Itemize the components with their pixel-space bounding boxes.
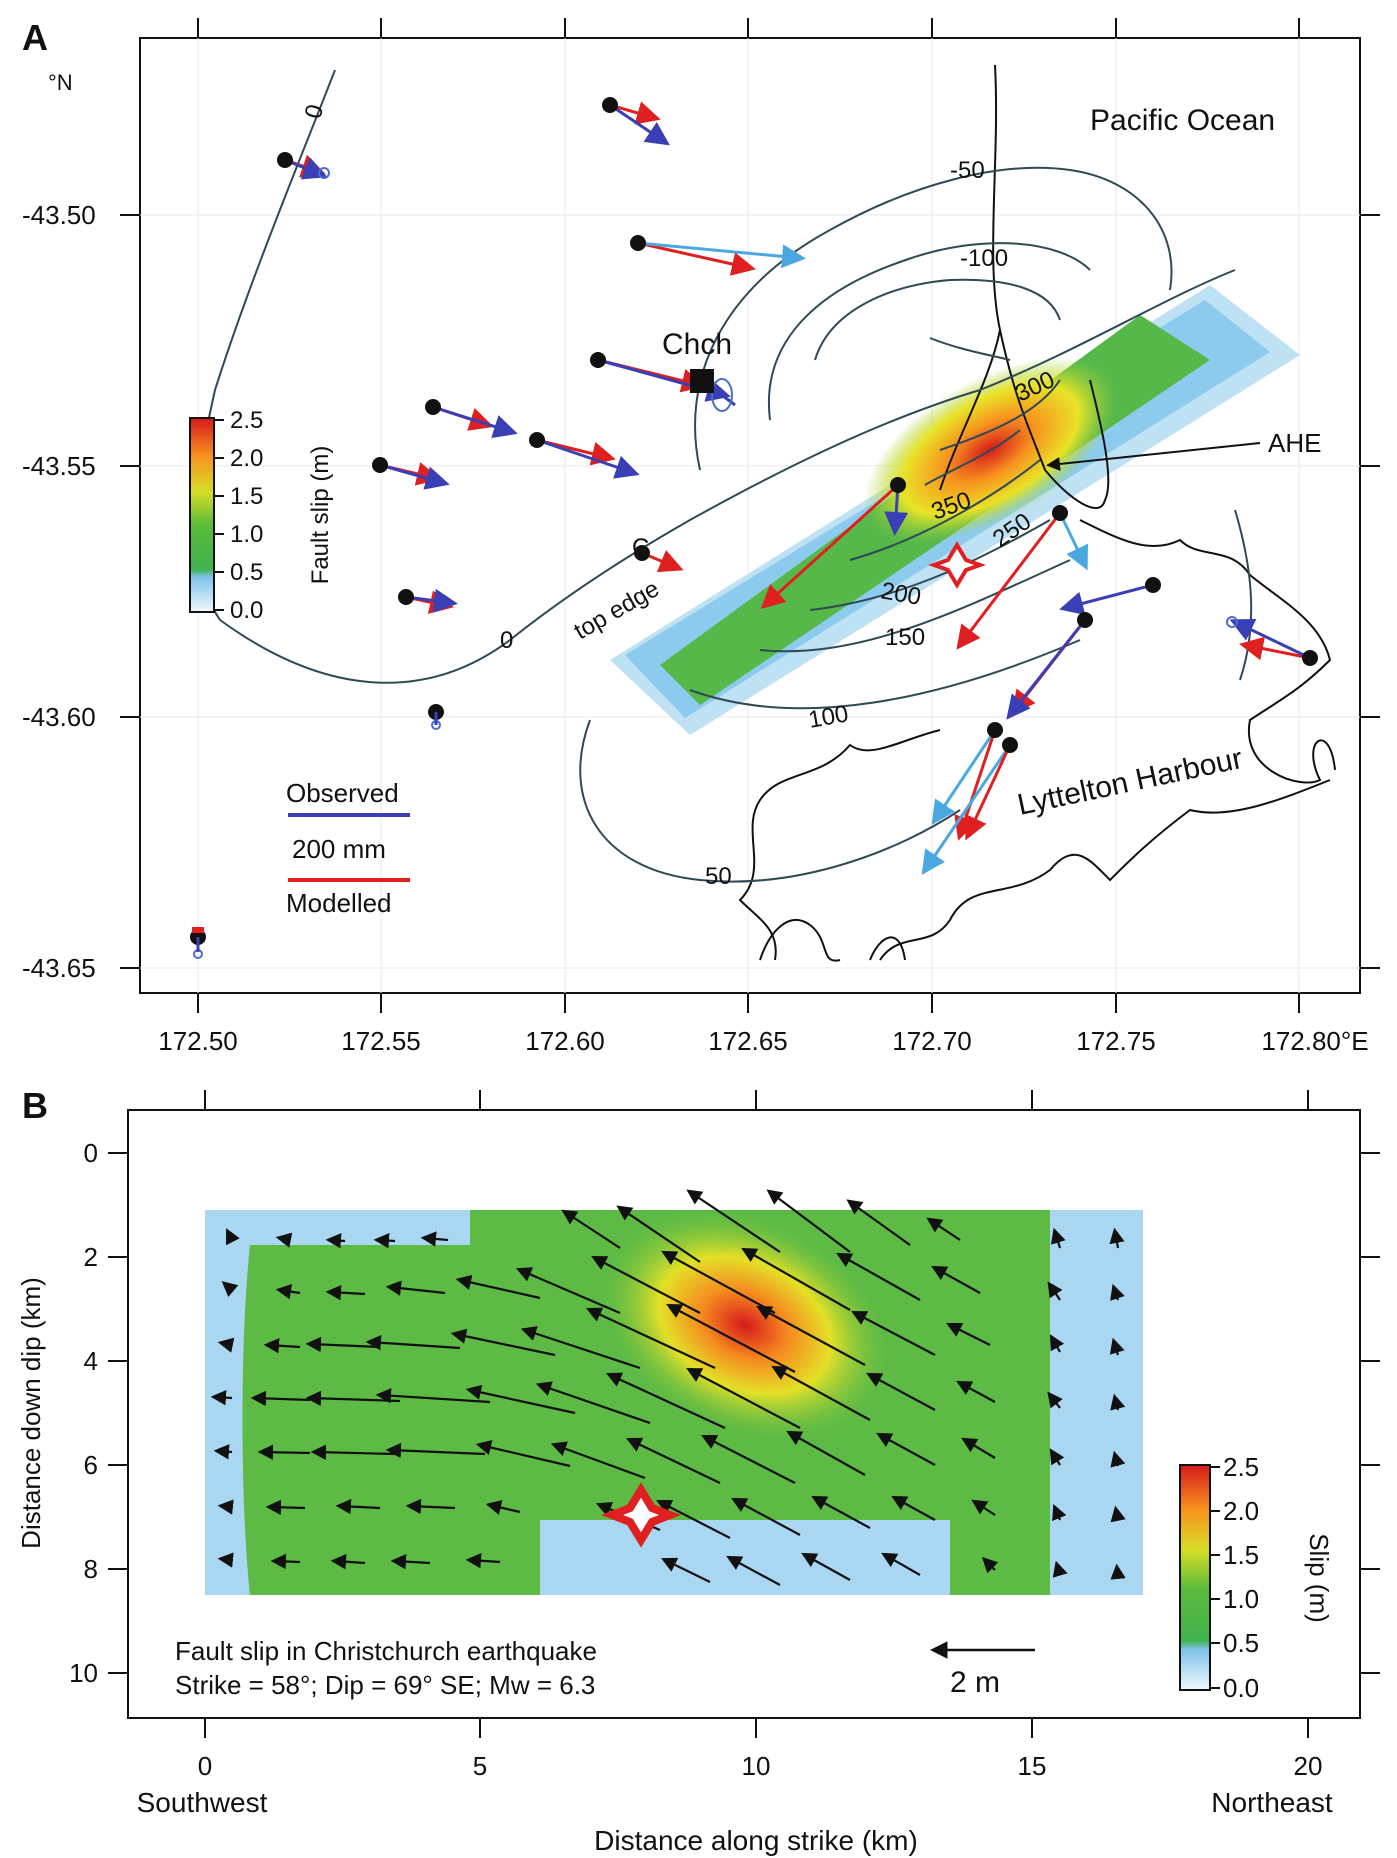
colorbar-tick: 0.0: [1223, 1673, 1259, 1703]
x-tick: 20: [1294, 1751, 1323, 1781]
x-tick: 0: [198, 1751, 212, 1781]
contour-label: -100: [960, 245, 1008, 272]
lat-unit-label: °N: [48, 70, 73, 95]
legend-scale: 200 mm: [292, 834, 386, 864]
y-tick: 10: [69, 1658, 98, 1688]
x-tick: 172.75: [1076, 1026, 1156, 1056]
panel-b-y-ticks: 0 2 4 6 8 10: [69, 1138, 98, 1688]
colorbar-title: Fault slip (m): [307, 446, 334, 585]
y-tick: 2: [84, 1242, 98, 1272]
scale-arrow-label: 2 m: [950, 1666, 1000, 1699]
southwest-label: Southwest: [137, 1787, 268, 1818]
y-tick: -43.60: [22, 702, 96, 732]
vector-legend: Observed 200 mm Modelled: [286, 778, 410, 918]
slip-ticks: [108, 1090, 1380, 1738]
colorbar-tick: 1.0: [1223, 1584, 1259, 1614]
contour-label: 0: [500, 627, 513, 654]
ahe-label: AHE: [1268, 428, 1321, 458]
colorbar-tick: 1.5: [1223, 1540, 1259, 1570]
panel-a: A °N: [22, 17, 1380, 1056]
coastline: [738, 64, 1336, 962]
x-tick: 172.80°E: [1261, 1026, 1368, 1056]
x-tick: 10: [742, 1751, 771, 1781]
x-tick: 15: [1018, 1751, 1047, 1781]
panel-b: B: [16, 1085, 1380, 1856]
colorbar-title: Slip (m): [1304, 1533, 1334, 1623]
station-c-label: C: [632, 534, 649, 561]
contour-label: 150: [885, 624, 925, 651]
gps-stations: [190, 97, 1318, 945]
caption-line2: Strike = 58°; Dip = 69° SE; Mw = 6.3: [175, 1670, 595, 1700]
colorbar-tick: 1.0: [230, 521, 263, 548]
x-tick: 5: [473, 1751, 487, 1781]
colorbar-tick: 2.5: [1223, 1452, 1259, 1482]
y-axis-label: Distance down dip (km): [16, 1277, 46, 1549]
hypocentre-star: [600, 1482, 682, 1548]
x-tick: 172.70: [892, 1026, 972, 1056]
colorbar-tick: 2.0: [1223, 1496, 1259, 1526]
y-tick: -43.65: [22, 953, 96, 983]
slip-vectors: [210, 1189, 1126, 1586]
x-tick: 172.60: [525, 1026, 605, 1056]
map-ticks: [120, 18, 1380, 1013]
x-axis-label: Distance along strike (km): [594, 1825, 918, 1856]
panel-b-x-ticks: 0 5 10 15 20: [198, 1751, 1323, 1781]
x-tick: 172.55: [341, 1026, 421, 1056]
y-tick: -43.55: [22, 451, 96, 481]
y-tick: 0: [84, 1138, 98, 1168]
caption-line1: Fault slip in Christchurch earthquake: [175, 1636, 597, 1666]
ahe-arrow: [1046, 442, 1261, 471]
city-label: Chch: [662, 328, 732, 361]
colorbar-b: 2.5 2.0 1.5 1.0 0.5 0.0 Slip (m): [1179, 1452, 1334, 1703]
colorbar-tick: 0.0: [230, 597, 263, 624]
fault-slip-patch: [610, 285, 1300, 735]
ocean-label: Pacific Ocean: [1090, 104, 1275, 137]
panel-a-y-ticks: -43.50 -43.55 -43.60 -43.65: [22, 200, 96, 983]
colorbar-tick: 0.5: [230, 559, 263, 586]
colorbar-a: 2.5 2.0 1.5 1.0 0.5 0.0 Fault slip (m): [189, 407, 334, 624]
colorbar-tick: 0.5: [1223, 1628, 1259, 1658]
map-frame: [139, 37, 1361, 994]
panel-a-label: A: [22, 17, 48, 58]
contour-label: -50: [950, 157, 985, 184]
x-tick: 172.65: [708, 1026, 788, 1056]
legend-modelled: Modelled: [286, 888, 392, 918]
slip-distribution: [205, 1210, 1143, 1595]
colorbar-tick: 1.5: [230, 483, 263, 510]
y-tick: 4: [84, 1346, 98, 1376]
colorbar-tick: 2.5: [230, 407, 263, 434]
panel-b-label: B: [22, 1085, 48, 1126]
y-tick: -43.50: [22, 200, 96, 230]
y-tick: 8: [84, 1554, 98, 1584]
christchurch-marker: [690, 369, 714, 393]
contour-label: 50: [705, 863, 732, 890]
y-tick: 6: [84, 1450, 98, 1480]
x-tick: 172.50: [158, 1026, 238, 1056]
northeast-label: Northeast: [1211, 1787, 1333, 1818]
panel-a-x-ticks: 172.50 172.55 172.60 172.65 172.70 172.7…: [158, 1026, 1368, 1056]
epicentre-star: [928, 541, 986, 589]
legend-observed: Observed: [286, 778, 399, 808]
colorbar-tick: 2.0: [230, 445, 263, 472]
